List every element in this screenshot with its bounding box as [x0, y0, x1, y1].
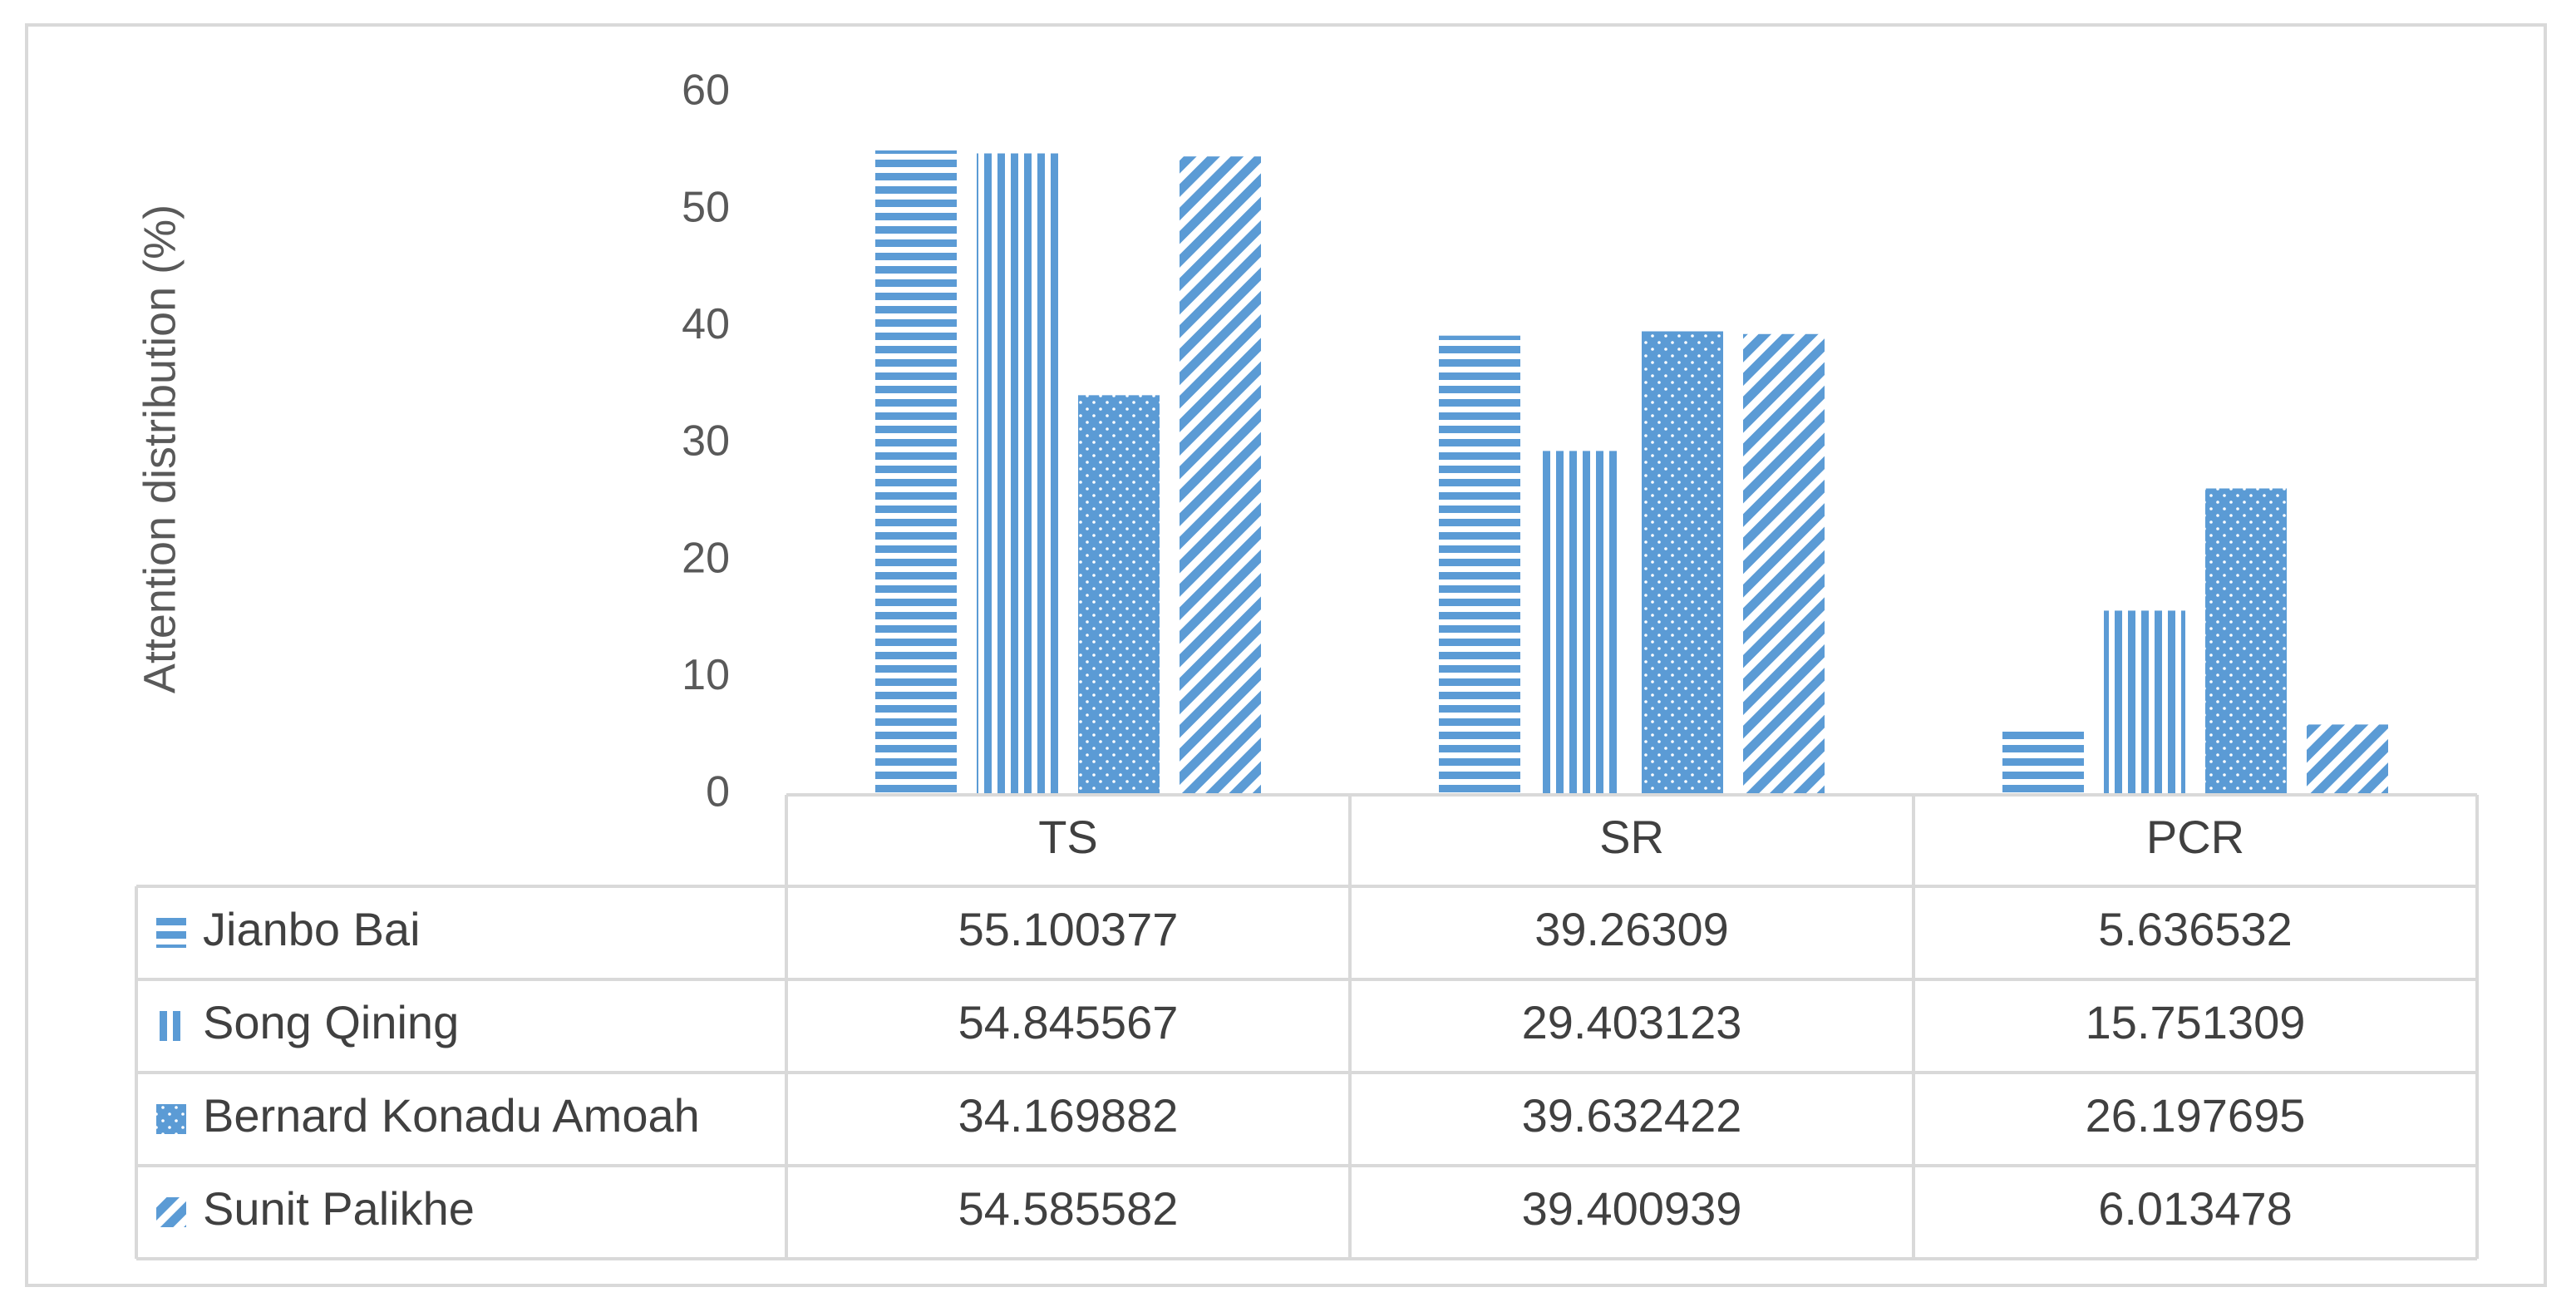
data-label: 29.403123 — [1522, 996, 1742, 1048]
bar-0-2 — [2002, 728, 2084, 795]
data-label: 26.197695 — [2086, 1089, 2306, 1142]
bar-1-1 — [1540, 451, 1622, 795]
series-name: Bernard Konadu Amoah — [203, 1089, 700, 1142]
series-name: Jianbo Bai — [203, 903, 421, 955]
data-label: 34.169882 — [958, 1089, 1179, 1142]
bar-1-0 — [977, 153, 1058, 796]
data-label: 54.585582 — [958, 1182, 1179, 1235]
legend-key — [156, 1104, 186, 1134]
y-tick-label: 40 — [682, 300, 730, 348]
bar-3-0 — [1180, 156, 1261, 795]
data-label: 54.845567 — [958, 996, 1179, 1048]
series-name: Sunit Palikhe — [203, 1182, 475, 1235]
data-table: TS SR PCR Jianbo Bai 55.100377 39.26309 5.6365… — [135, 793, 2479, 1260]
bar-2-0 — [1078, 395, 1160, 795]
bar-0-0 — [875, 150, 957, 795]
y-tick-label: 50 — [682, 183, 730, 231]
data-label: 55.100377 — [958, 903, 1179, 955]
data-label: 39.26309 — [1534, 903, 1729, 955]
data-label: 6.013478 — [2098, 1182, 2293, 1235]
category-label: TS — [1038, 811, 1098, 863]
y-tick-label: 0 — [706, 768, 730, 816]
category-label: SR — [1599, 811, 1664, 863]
y-tick-label: 30 — [682, 417, 730, 466]
data-label: 15.751309 — [2086, 996, 2306, 1048]
bar-2-1 — [1642, 331, 1723, 796]
bar-3-2 — [2307, 724, 2388, 795]
bar-3-1 — [1743, 333, 1825, 795]
bars — [875, 150, 2388, 796]
y-axis-title: Attention distribution (%) — [135, 205, 185, 693]
data-label: 5.636532 — [2098, 903, 2293, 955]
bar-1-2 — [2104, 610, 2185, 795]
legend-key — [156, 1011, 186, 1041]
y-tick-label: 60 — [682, 67, 730, 115]
data-label: 39.400939 — [1522, 1182, 1742, 1235]
legend-key — [156, 918, 186, 948]
series-name: Song Qining — [203, 996, 459, 1048]
y-tick-label: 20 — [682, 534, 730, 582]
bar-2-2 — [2205, 488, 2287, 795]
bar-0-1 — [1439, 335, 1520, 795]
y-tick-label: 10 — [682, 651, 730, 699]
legend-key — [156, 1197, 186, 1227]
data-label: 39.632422 — [1522, 1089, 1742, 1142]
y-axis-ticks: 0 10 20 30 40 50 60 — [682, 67, 730, 816]
category-label: PCR — [2146, 811, 2244, 863]
